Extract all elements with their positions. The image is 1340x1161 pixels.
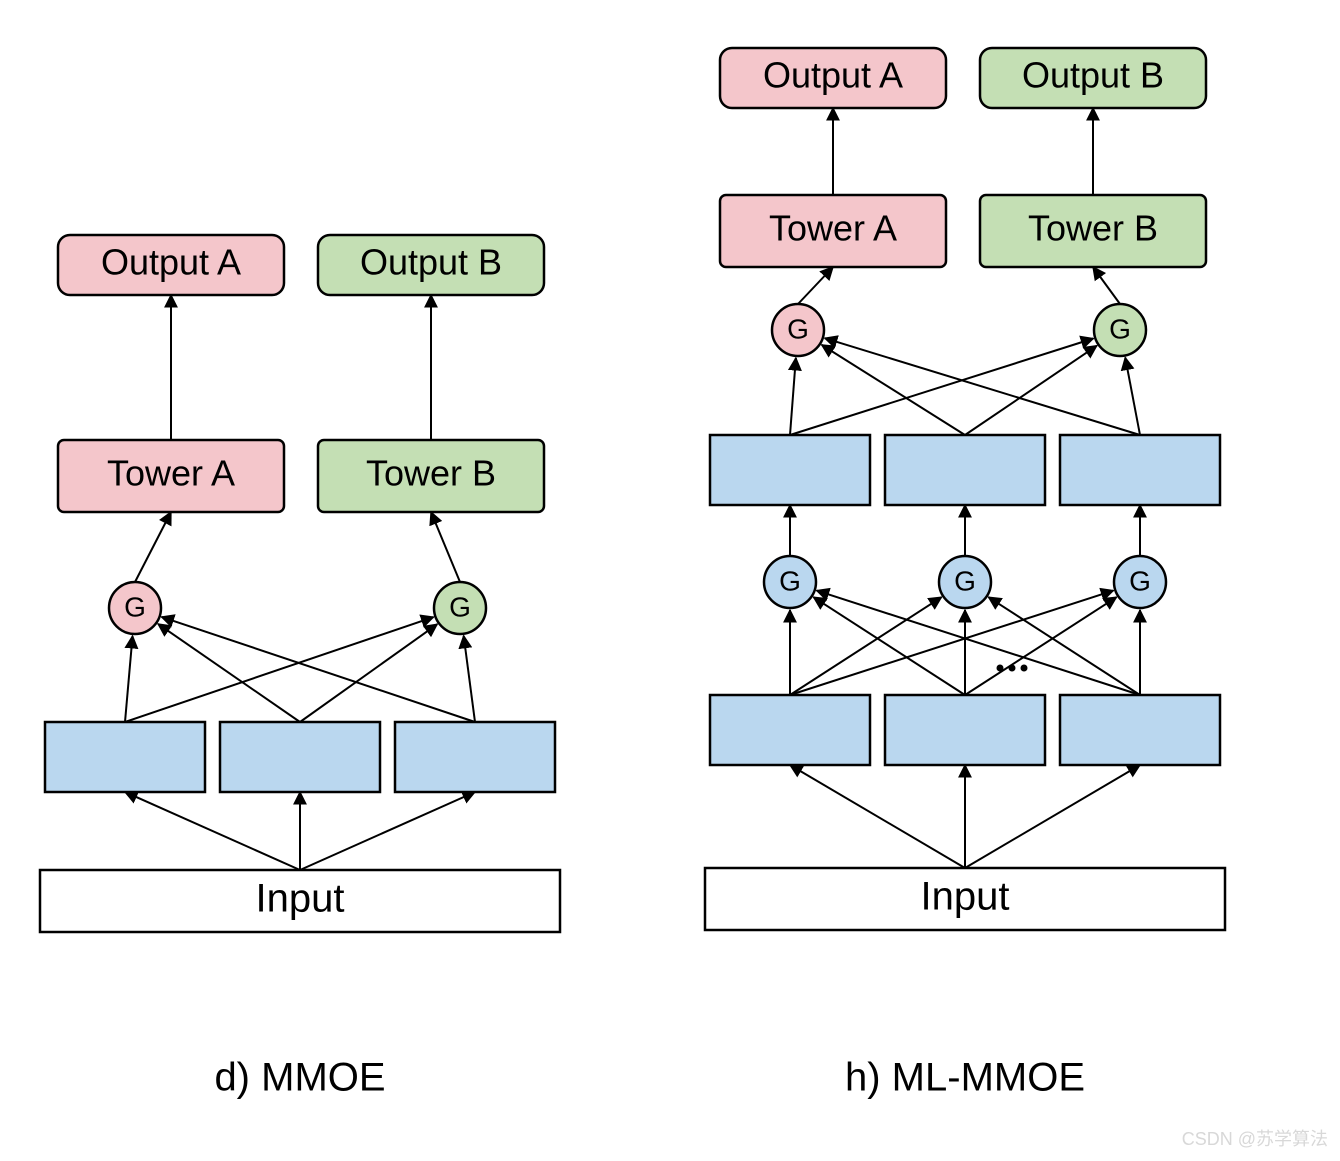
ellipsis-dot <box>1021 665 1028 672</box>
output-a-label: Output A <box>101 242 241 283</box>
tower-a-label: Tower A <box>107 453 235 494</box>
mid-gate-label: G <box>954 565 976 596</box>
arrow-expert1-midgate <box>790 597 941 695</box>
arrow-expert2-gate <box>825 338 1140 435</box>
architecture-diagram: Output A Output B Tower A Tower B G G Input d) … <box>0 0 1340 1156</box>
tower-b-label: Tower B <box>1028 208 1158 249</box>
arrow-input-expert1 <box>790 765 965 868</box>
caption-mlmmoe: h) ML-MMOE <box>845 1056 1085 1100</box>
expert-box <box>45 722 205 792</box>
caption-mmoe: d) MMOE <box>214 1056 385 1100</box>
expert-box <box>220 722 380 792</box>
expert1-box <box>710 695 870 765</box>
arrow-gate-tower <box>1093 267 1120 304</box>
expert1-box <box>1060 695 1220 765</box>
ellipsis-dot <box>997 665 1004 672</box>
expert2-box <box>1060 435 1220 505</box>
arrow-gate-tower <box>135 512 171 582</box>
gate-a-label: G <box>124 591 146 622</box>
arrow-expert2-gate <box>1125 358 1140 435</box>
output-b-label: Output B <box>1022 55 1164 96</box>
tower-a-label: Tower A <box>769 208 897 249</box>
watermark: CSDN @苏学算法 <box>1182 1129 1328 1149</box>
arrow-input-expert1 <box>965 765 1140 868</box>
arrow-expert1-midgate <box>989 597 1140 695</box>
output-a-label: Output A <box>763 55 903 96</box>
arrow-input-expert <box>125 792 300 870</box>
output-b-label: Output B <box>360 242 502 283</box>
gate-b-label: G <box>1109 313 1131 344</box>
arrow-input-expert <box>300 792 475 870</box>
mid-gate-label: G <box>1129 565 1151 596</box>
arrow-expert1-midgate <box>817 591 1140 695</box>
arrow-expert-gate <box>125 636 133 722</box>
expert2-box <box>885 435 1045 505</box>
expert1-box <box>885 695 1045 765</box>
arrow-expert-gate <box>464 636 475 722</box>
arrow-gate-tower <box>431 512 460 582</box>
arrow-expert2-gate <box>790 358 796 435</box>
gate-a-label: G <box>787 313 809 344</box>
arrow-expert-gate <box>162 617 475 722</box>
arrow-gate-tower <box>798 267 833 304</box>
gate-b-label: G <box>449 591 471 622</box>
input-label: Input <box>256 877 345 921</box>
arrow-expert1-midgate <box>790 591 1113 695</box>
tower-b-label: Tower B <box>366 453 496 494</box>
ellipsis-dot <box>1009 665 1016 672</box>
expert-box <box>395 722 555 792</box>
expert2-box <box>710 435 870 505</box>
input-label: Input <box>921 875 1010 919</box>
mid-gate-label: G <box>779 565 801 596</box>
